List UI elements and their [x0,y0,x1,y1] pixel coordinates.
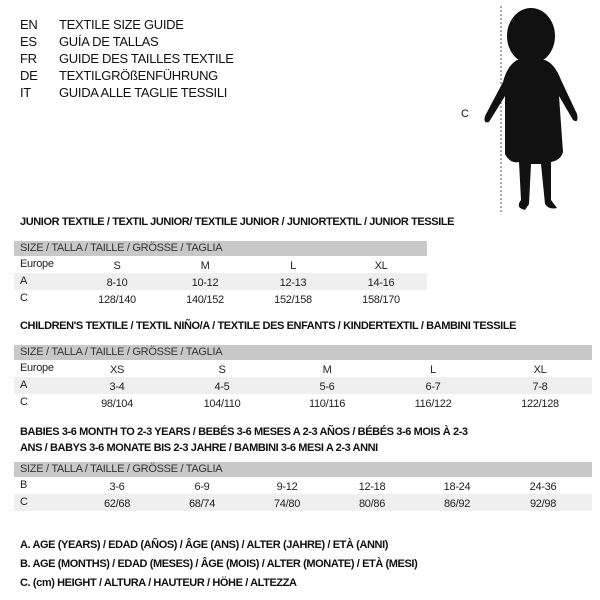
table-row: A 3-4 4-5 5-6 6-7 7-8 [14,377,592,394]
title-de: DE TEXTILGRÖßENFÜHRUNG [20,67,218,84]
title-text: GUIDA ALLE TAGLIE TESSILI [59,85,228,100]
table-cell: 12-18 [358,481,386,493]
title-text: TEXTILE SIZE GUIDE [59,17,184,32]
table-cell: 158/170 [362,294,400,306]
table-cell: 86/92 [443,498,471,510]
size-table: SIZE / TALLA / TAILLE / GRÖSSE / TAGLIA E… [14,241,427,307]
table-cell: 152/158 [274,294,312,306]
table-cell: 104/110 [203,398,241,410]
table-cell: 98/104 [101,398,133,410]
title-fr: FR GUIDE DES TAILLES TEXTILE [20,50,234,67]
row-label: C [20,396,28,408]
legend-c: C. (cm) HEIGHT / ALTURA / HAUTEUR / HÖHE… [20,577,297,589]
title-text: TEXTILGRÖßENFÜHRUNG [59,68,218,83]
table-cell: 6-9 [194,481,210,493]
measure-c-label: C [461,108,469,120]
row-label: B [20,479,28,491]
table-cell: 110/116 [308,398,346,410]
row-label: Europe [20,258,54,270]
table-cell: M [322,364,332,376]
table-cell: 140/152 [186,294,224,306]
table-cell: 74/80 [273,498,301,510]
table-row: C 62/68 68/74 74/80 80/86 86/92 92/98 [14,494,592,511]
table-cell: 116/122 [414,398,452,410]
table-cell: 62/68 [103,498,131,510]
lang-code: IT [20,85,31,100]
row-label: A [20,275,28,287]
table-row: A 8-10 10-12 12-13 14-16 [14,273,427,290]
legend: A. AGE (YEARS) / EDAD (AÑOS) / ÂGE (ANS)… [20,536,418,593]
size-table: SIZE / TALLA / TAILLE / GRÖSSE / TAGLIA E… [14,345,592,411]
table-cell: 5-6 [319,381,335,393]
table-cell: XL [533,364,547,376]
table-cell: L [430,364,436,376]
legend-b: B. AGE (MONTHS) / EDAD (MESES) / ÂGE (MO… [20,558,418,570]
table-row: C 128/140 140/152 152/158 158/170 [14,290,427,307]
table-cell: 68/74 [188,498,216,510]
table-row: Europe S M L XL [14,256,427,273]
table-cell: M [200,260,210,272]
table-cell: 9-12 [276,481,298,493]
section-title: CHILDREN'S TEXTILE / TEXTIL NIÑO/A / TEX… [20,320,517,332]
title-es: ES GUÍA DE TALLAS [20,33,159,50]
title-it: IT GUIDA ALLE TAGLIE TESSILI [20,84,227,101]
table-cell: XS [109,364,125,376]
title-text: GUÍA DE TALLAS [59,34,159,49]
table-cell: 92/98 [529,498,557,510]
table-row: Europe XS S M L XL [14,360,592,377]
lang-code: EN [20,17,38,32]
table-cell: 14-16 [367,277,395,289]
title-text: GUIDE DES TAILLES TEXTILE [59,51,234,66]
table-cell: XL [374,260,388,272]
size-header: SIZE / TALLA / TAILLE / GRÖSSE / TAGLIA [14,462,592,477]
child-silhouette-icon [484,6,578,212]
child-figure: C [455,4,590,219]
table-cell: 3-4 [109,381,125,393]
section-title: JUNIOR TEXTILE / TEXTIL JUNIOR/ TEXTILE … [20,216,455,228]
row-label: A [20,379,28,391]
table-cell: 80/86 [358,498,386,510]
row-label: Europe [20,362,54,374]
lang-code: DE [20,68,38,83]
table-cell: 4-5 [214,381,230,393]
size-header: SIZE / TALLA / TAILLE / GRÖSSE / TAGLIA [14,345,592,360]
section-title: BABIES 3-6 MONTH TO 2-3 YEARS / BEBÉS 3-… [20,426,468,454]
table-row: C 98/104 104/110 110/116 116/122 122/128 [14,394,592,411]
table-cell: S [218,364,226,376]
table-cell: 3-6 [109,481,125,493]
table-cell: 12-13 [279,277,307,289]
size-header: SIZE / TALLA / TAILLE / GRÖSSE / TAGLIA [14,241,427,256]
table-cell: 24-36 [529,481,557,493]
lang-code: ES [20,34,37,49]
legend-a: A. AGE (YEARS) / EDAD (AÑOS) / ÂGE (ANS)… [20,539,388,551]
table-cell: 128/140 [98,294,136,306]
size-table: SIZE / TALLA / TAILLE / GRÖSSE / TAGLIA B… [14,462,592,511]
row-label: C [20,496,28,508]
table-cell: 8-10 [106,277,128,289]
table-row: B 3-6 6-9 9-12 12-18 18-24 24-36 [14,477,592,494]
row-label: C [20,292,28,304]
table-cell: 122/128 [521,398,559,410]
table-cell: S [113,260,121,272]
table-cell: L [290,260,296,272]
title-en: EN TEXTILE SIZE GUIDE [20,16,184,33]
table-cell: 6-7 [425,381,441,393]
table-cell: 18-24 [443,481,471,493]
table-cell: 10-12 [191,277,219,289]
lang-code: FR [20,51,37,66]
table-cell: 7-8 [532,381,548,393]
